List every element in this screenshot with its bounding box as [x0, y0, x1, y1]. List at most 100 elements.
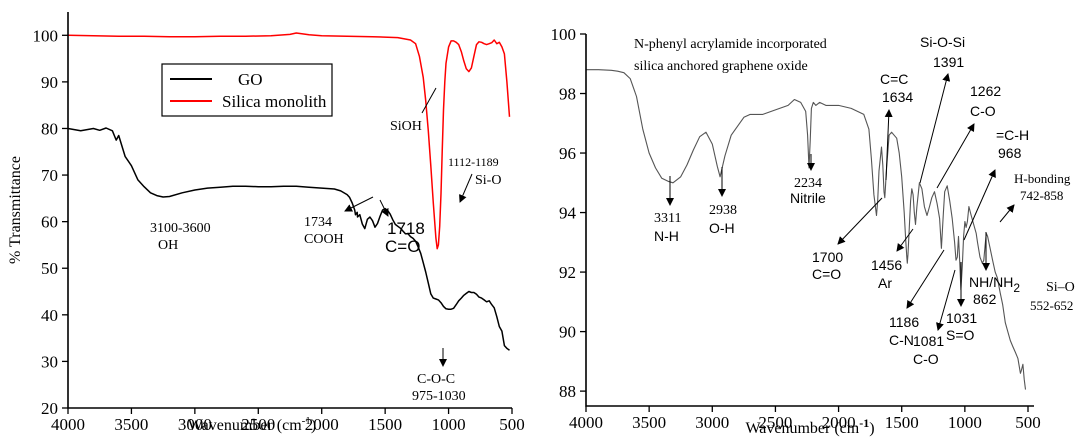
- cooh-arrow: [344, 196, 374, 212]
- annotation-si-o-range-right: 552-652: [1030, 298, 1073, 313]
- ch-arrow: [963, 169, 996, 241]
- annotation-cn-wavenumber: 1186: [889, 314, 919, 330]
- x-tick-label: 500: [1015, 413, 1041, 432]
- x-tick-label: 1000: [432, 415, 466, 434]
- annotation-si-o-si-wavenumber: 1391: [933, 54, 964, 70]
- x-tick-label: 3000: [178, 415, 212, 434]
- x-tick-label: 2000: [305, 415, 339, 434]
- series-line-0-0: [67, 127, 510, 351]
- y-tick-label: 100: [33, 26, 59, 45]
- annotation-co-upper-label: C-O: [970, 103, 996, 119]
- y-tick-label: 90: [559, 323, 576, 342]
- left-annotations: SiOH 3100-3600 OH 1734 COOH 1718 C=O 111…: [150, 87, 501, 404]
- x-tick-label: 3500: [632, 413, 666, 432]
- series-line-1-0: [586, 69, 1027, 390]
- annotation-nh-wavenumber: 3311: [654, 211, 681, 226]
- annotation-aromatic-wavenumber: 1456: [871, 257, 902, 273]
- cn-arrow: [906, 249, 945, 309]
- annotation-si-o-si-label: Si-O-Si: [920, 34, 965, 50]
- annotation-nitrile-label: Nitrile: [790, 190, 826, 206]
- annotation-so-label: S=O: [946, 327, 975, 343]
- annotation-oh-label: O-H: [709, 220, 735, 236]
- y-tick-label: 98: [559, 85, 576, 104]
- y-tick-label: 94: [559, 204, 577, 223]
- right-panel-title-line1: N-phenyl acrylamide incorporated: [634, 37, 827, 52]
- annotation-ch-label: =C-H: [996, 127, 1029, 143]
- x-tick-label: 3500: [114, 415, 148, 434]
- right-x-axis-label: Wavenumber (cm-1): [745, 416, 874, 437]
- y-tick-label: 96: [559, 144, 576, 163]
- cc-arrow: [884, 109, 893, 181]
- annotation-si-o-range: 1112-1189: [448, 155, 499, 169]
- annotation-aromatic-label: Ar: [878, 275, 892, 291]
- sioh-pointer: [421, 87, 437, 114]
- y-tick-label: 90: [41, 73, 58, 92]
- y-tick-label: 20: [41, 399, 58, 418]
- si-o-arrow: [459, 173, 473, 203]
- aromatic-arrow: [896, 228, 914, 252]
- right-annotations: 3311 N-H 2938 O-H 2234 Nitrile C=C 1634 …: [654, 34, 1075, 367]
- annotation-nh-label: N-H: [654, 228, 679, 244]
- annotation-carbonyl-wavenumber: 1718: [387, 219, 425, 238]
- x-tick-label: 2500: [241, 415, 275, 434]
- y-tick-label: 40: [41, 306, 58, 325]
- x-tick-label: 4000: [51, 415, 85, 434]
- annotation-oh-wavenumber: 2938: [709, 203, 737, 218]
- x-tick-label: 1500: [368, 415, 402, 434]
- y-tick-label: 50: [41, 259, 58, 278]
- left-ticks: 4000 3500 3000 2500 2000 1500 1000 500 20 30 40 50 6…: [33, 26, 525, 434]
- carbonyl-arrow: [379, 199, 389, 217]
- legend-box: [161, 63, 333, 117]
- annotation-coc-range: 975-1030: [412, 389, 466, 404]
- annotation-ch-wavenumber: 968: [998, 145, 1022, 161]
- annotation-nh2-wavenumber: 862: [973, 291, 997, 307]
- annotation-si-o-label-right: Si–O: [1046, 280, 1075, 295]
- carbonyl-arrow-right: [837, 197, 883, 245]
- annotation-carbonyl-label: C=O: [385, 237, 420, 256]
- x-tick-label: 500: [499, 415, 525, 434]
- right-ticks: 4000 3500 3000 2500 2000 1500 1000 500 88 90 92 94 9…: [551, 25, 1041, 432]
- annotation-co-lower-wavenumber: 1081: [913, 333, 944, 349]
- annotation-co-upper-wavenumber: 1262: [970, 83, 1001, 99]
- annotation-oh-range: 3100-3600: [150, 221, 211, 236]
- annotation-cooh-wavenumber: 1734: [304, 215, 332, 230]
- annotation-cc-wavenumber: 1634: [882, 89, 913, 105]
- annotation-oh-label: OH: [158, 238, 178, 253]
- h-bonding-arrow: [999, 204, 1015, 223]
- legend-label-go: GO: [238, 70, 263, 89]
- y-tick-label: 30: [41, 352, 58, 371]
- polymer-graphene-spectrum-panel: 4000 3500 3000 2500 2000 1500 1000 500 88 90 92 94 9…: [551, 25, 1075, 437]
- annotation-h-bonding-label: H-bonding: [1014, 171, 1071, 186]
- annotation-carbonyl-wavenumber-right: 1700: [812, 249, 843, 265]
- annotation-nitrile-wavenumber: 2234: [794, 176, 822, 191]
- annotation-si-o-label: Si-O: [475, 173, 501, 188]
- annotation-so-wavenumber: 1031: [946, 310, 977, 326]
- annotation-coc-label: C-O-C: [417, 372, 455, 387]
- x-tick-label: 2500: [758, 413, 792, 432]
- x-tick-label: 1500: [885, 413, 919, 432]
- right-panel-title-line2: silica anchored graphene oxide: [634, 59, 808, 74]
- y-tick-label: 100: [551, 25, 577, 44]
- annotation-nh2-label: NH/NH2: [969, 274, 1020, 295]
- legend-label-silica: Silica monolith: [222, 92, 327, 111]
- left-y-axis-label: % Transmittance: [7, 156, 24, 264]
- annotation-cc-label: C=C: [880, 71, 908, 87]
- si-o-si-arrow: [919, 73, 951, 184]
- annotation-cooh-label: COOH: [304, 232, 344, 247]
- annotation-co-lower-label: C-O: [913, 351, 939, 367]
- annotation-carbonyl-label-right: C=O: [812, 266, 841, 282]
- co-lower-arrow: [936, 269, 956, 331]
- y-tick-label: 70: [41, 166, 58, 185]
- annotation-h-bonding-range: 742-858: [1020, 188, 1063, 203]
- y-tick-label: 60: [41, 213, 58, 232]
- x-tick-label: 1000: [948, 413, 982, 432]
- co-upper-arrow: [936, 123, 975, 189]
- y-tick-label: 92: [559, 263, 576, 282]
- annotation-sioh: SiOH: [390, 119, 422, 134]
- x-tick-label: 4000: [569, 413, 603, 432]
- y-tick-label: 88: [559, 382, 576, 401]
- y-tick-label: 80: [41, 119, 58, 138]
- series-line-0-1: [67, 32, 511, 250]
